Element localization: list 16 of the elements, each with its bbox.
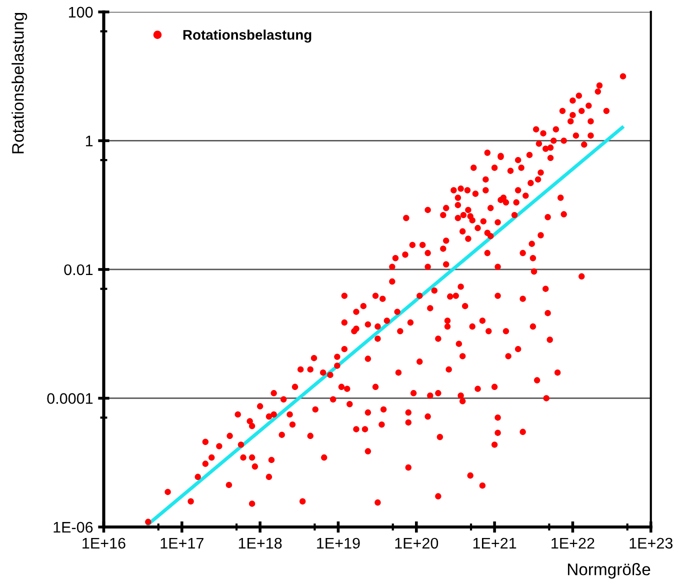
x-tick-label: 1E+20 <box>395 538 438 549</box>
x-tick-label: 1E+17 <box>160 538 204 548</box>
x-axis-title: Normgröße <box>568 563 650 579</box>
y-tick-label: 0.0001 <box>47 393 93 404</box>
x-tick-label: 1E+21 <box>473 538 516 548</box>
x-tick-label: 1E+18 <box>238 538 282 549</box>
y-tick-label: 100 <box>68 6 93 18</box>
y-tick-label: 1 <box>86 136 93 146</box>
y-tick-label: 0.01 <box>64 264 93 276</box>
x-tick-label: 1E+22 <box>552 538 594 548</box>
x-tick-label: 1E+19 <box>317 538 360 549</box>
y-tick-label: 1E-06 <box>54 522 93 533</box>
x-tick-label: 1E+23 <box>630 538 673 549</box>
y-axis-title: Rotationsbelastung <box>12 12 28 154</box>
x-tick-label: 1E+16 <box>82 538 126 549</box>
legend-label: Rotationsbelastung <box>183 30 312 43</box>
